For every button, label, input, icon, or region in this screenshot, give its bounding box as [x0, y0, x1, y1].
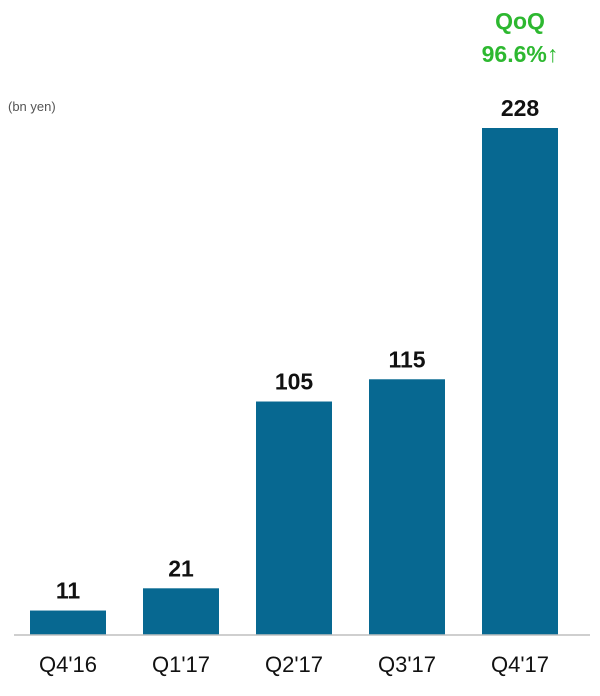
bar-q4-16 — [30, 610, 106, 635]
value-label-q1-17: 21 — [168, 555, 194, 581]
qoq-callout-title: QoQ — [495, 8, 545, 34]
value-labels-group: 11 21 105 115 228 — [56, 95, 540, 604]
qoq-callout: QoQ 96.6%↑ — [482, 8, 559, 67]
qoq-callout-value: 96.6%↑ — [482, 41, 559, 67]
unit-label: (bn yen) — [8, 99, 56, 114]
tick-label-q3-17: Q3'17 — [378, 652, 436, 677]
value-label-q4-16: 11 — [56, 578, 81, 604]
tick-label-q4-16: Q4'16 — [39, 652, 97, 677]
value-label-q4-17: 228 — [501, 95, 540, 121]
tick-label-q2-17: Q2'17 — [265, 652, 323, 677]
tick-label-q1-17: Q1'17 — [152, 652, 210, 677]
bar-q3-17 — [369, 379, 445, 635]
x-axis-tick-labels: Q4'16 Q1'17 Q2'17 Q3'17 Q4'17 — [39, 652, 549, 677]
tick-label-q4-17: Q4'17 — [491, 652, 549, 677]
bar-q4-17 — [482, 128, 558, 635]
bar-q1-17 — [143, 588, 219, 635]
value-label-q3-17: 115 — [388, 346, 425, 372]
value-label-q2-17: 105 — [275, 369, 314, 395]
bars-group — [30, 128, 558, 635]
bar-q2-17 — [256, 401, 332, 635]
